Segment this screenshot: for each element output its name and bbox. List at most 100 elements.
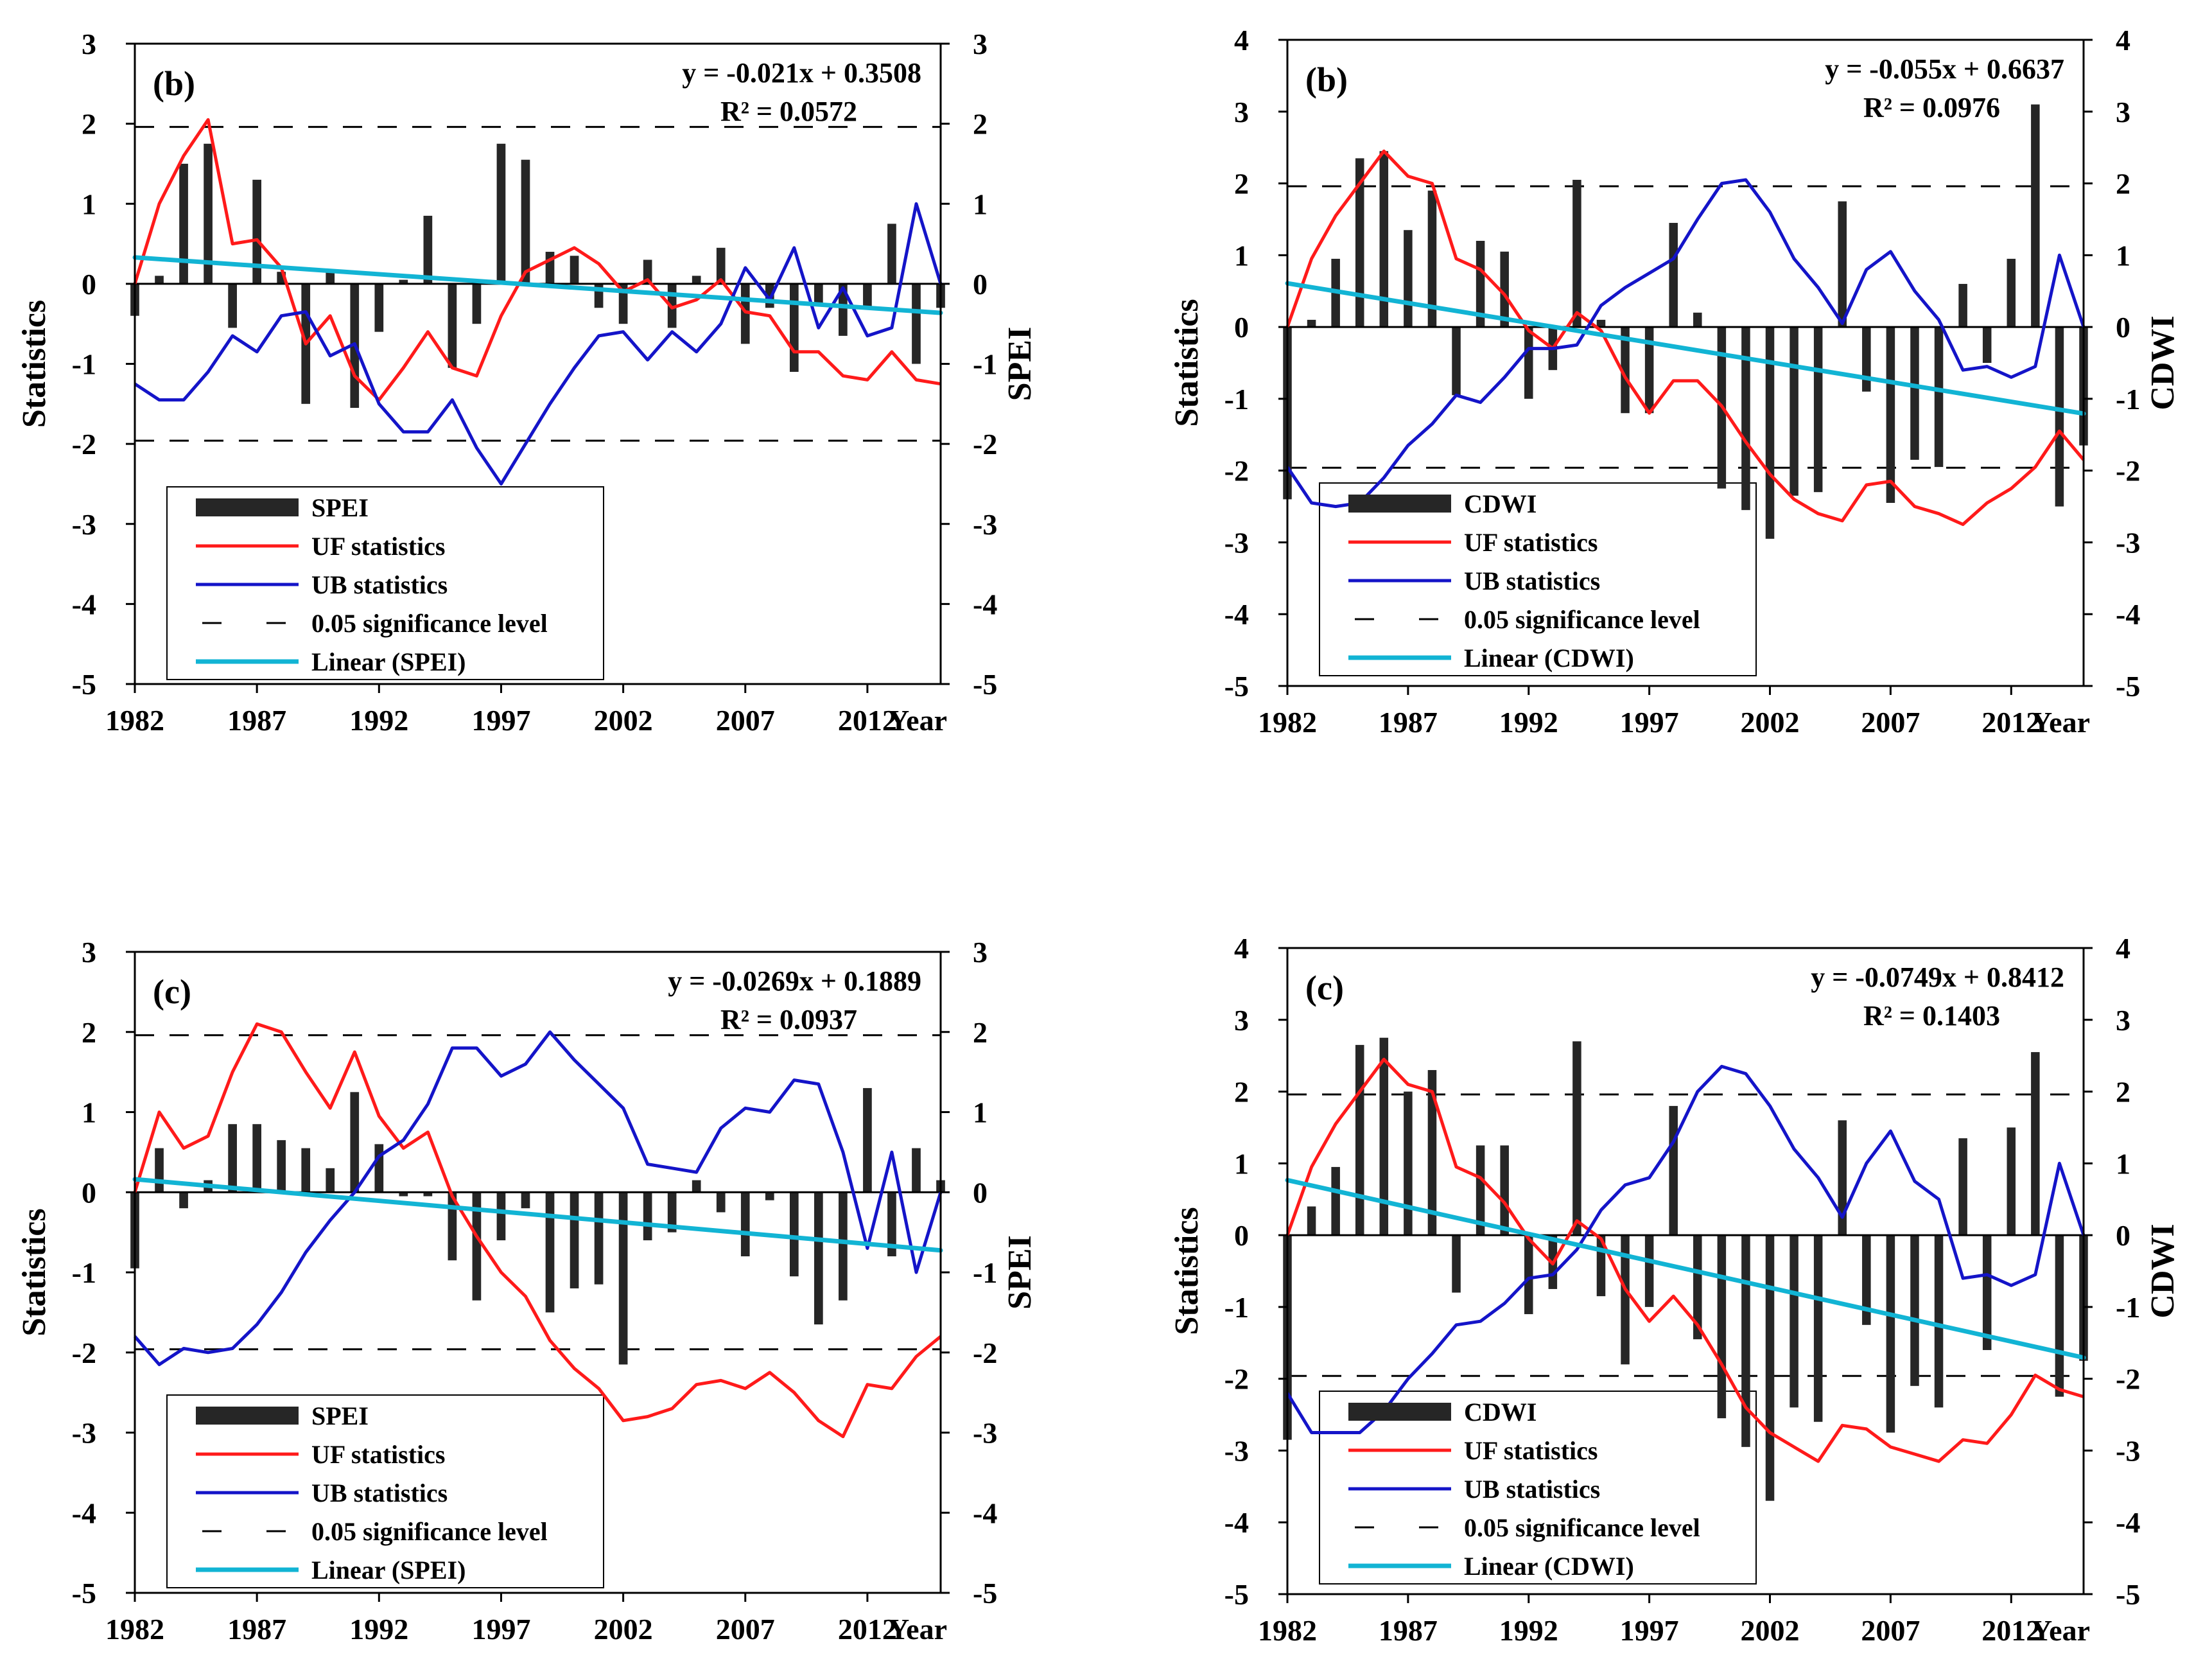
- x-tick-label: 2012: [838, 1613, 897, 1646]
- bar-1989: [1452, 1235, 1461, 1293]
- y-tick-label-left: -1: [72, 1256, 96, 1289]
- x-tick-label: 1982: [1258, 1614, 1317, 1647]
- bar-2013: [887, 1192, 896, 1257]
- panel-label: (c): [153, 972, 191, 1011]
- y-tick-label-right: 4: [2116, 24, 2130, 57]
- bar-2005: [1838, 1120, 1847, 1236]
- y-tick-label-left: -5: [72, 668, 96, 701]
- y-tick-label-right: 2: [973, 108, 988, 141]
- y-tick-label-left: 2: [1234, 168, 1249, 200]
- legend-label: UF statistics: [1464, 528, 1598, 557]
- x-tick-label: 1982: [105, 704, 164, 737]
- bar-1992: [1524, 327, 1533, 399]
- bar-2014: [2055, 1235, 2064, 1397]
- bar-2005: [692, 1180, 701, 1193]
- y-tick-label-left: -2: [1224, 1363, 1249, 1396]
- bar-1991: [1500, 1145, 1509, 1236]
- uf-line: [1285, 1057, 2084, 1463]
- y-tick-label-right: -1: [973, 1256, 997, 1289]
- bar-2004: [667, 1192, 677, 1233]
- y-tick-label-right: -4: [2116, 1506, 2140, 1539]
- x-tick-label: 2007: [1861, 706, 1920, 739]
- legend-label: UF statistics: [311, 1440, 445, 1469]
- legend-swatch-bars: [196, 498, 299, 516]
- bar-2007: [1886, 1235, 1895, 1433]
- bar-2006: [1862, 327, 1871, 392]
- y-tick-label-left: 0: [1234, 1219, 1249, 1252]
- y-tick-label-right: -2: [2116, 455, 2140, 487]
- y-tick-label-left: 0: [82, 1176, 96, 1209]
- y-tick-label-left: 0: [82, 268, 96, 301]
- y-tick-label-right: 0: [973, 1176, 988, 1209]
- x-tick-label: 2012: [1981, 706, 2041, 739]
- y-tick-label-left: 3: [1234, 96, 1249, 128]
- x-tick-label: 1997: [471, 704, 530, 737]
- legend-label: UB statistics: [1464, 566, 1600, 595]
- linear-trend-line: [132, 255, 943, 315]
- y-tick-label-left: 2: [82, 1016, 96, 1049]
- y-tick-label-right: 1: [973, 188, 988, 220]
- bar-1993: [399, 1192, 408, 1197]
- y-tick-label-right: -2: [973, 428, 997, 461]
- y-tick-label-left: -4: [72, 588, 96, 620]
- y-tick-label-left: 3: [1234, 1004, 1249, 1037]
- x-axis-label: Year: [888, 704, 947, 737]
- y-axis-title-left: Statistics: [1169, 1207, 1205, 1335]
- y-tick-label-right: 0: [2116, 311, 2130, 344]
- bar-2013: [2031, 104, 2040, 328]
- ub-line: [1285, 1064, 2086, 1434]
- y-tick-label-left: -2: [72, 428, 96, 461]
- y-tick-label-left: 1: [82, 1096, 96, 1129]
- bar-2011: [839, 1192, 848, 1301]
- legend-swatch-bars: [196, 1407, 299, 1425]
- bar-1996: [1621, 1235, 1630, 1365]
- x-tick-label: 1982: [1258, 706, 1317, 739]
- bar-2001: [594, 1192, 604, 1285]
- bar-2014: [912, 1148, 921, 1193]
- y-tick-label-right: 0: [2116, 1219, 2130, 1252]
- y-tick-label-left: -1: [1224, 1291, 1249, 1324]
- bar-2002: [1765, 327, 1775, 539]
- bar-2012: [863, 283, 872, 308]
- y-tick-label-right: -2: [973, 1337, 997, 1369]
- bar-2007: [1886, 327, 1895, 503]
- y-tick-label-right: -3: [973, 508, 997, 541]
- uf-line: [133, 118, 941, 402]
- bar-1993: [399, 279, 408, 284]
- y-tick-label-left: -4: [1224, 598, 1249, 631]
- x-tick-label: 1997: [1620, 706, 1679, 739]
- legend-label: CDWI: [1464, 489, 1537, 518]
- x-tick-label: 2007: [716, 1613, 775, 1646]
- bar-1988: [1427, 190, 1437, 328]
- y-tick-label-right: -5: [973, 668, 997, 701]
- bar-1998: [1669, 1105, 1678, 1236]
- y-tick-label-right: 0: [973, 268, 988, 301]
- legend-label: UF statistics: [311, 532, 445, 561]
- x-tick-label: 1992: [349, 1613, 408, 1646]
- bar-2007: [740, 1192, 750, 1257]
- legend-label: SPEI: [311, 1401, 369, 1430]
- bar-2011: [1982, 327, 1992, 363]
- x-tick-label: 1987: [1379, 706, 1438, 739]
- bar-2003: [643, 1192, 652, 1241]
- bar-1983: [1307, 1206, 1316, 1236]
- y-tick-label-right: -3: [973, 1417, 997, 1450]
- panel-1: 3 3 2 2 1 1 0 0 -1 -1 -2 -2 -3 -3 -4 -4 -5 -5 1982 1987 1992…: [16, 28, 1038, 737]
- y-tick-label-left: 4: [1234, 932, 1249, 965]
- y-tick-label-left: 2: [1234, 1076, 1249, 1109]
- bar-2002: [1765, 1235, 1775, 1501]
- bar-2010: [1958, 1138, 1967, 1236]
- bar-1990: [326, 1168, 335, 1193]
- bar-2009: [1934, 327, 1944, 468]
- bar-2014: [912, 283, 921, 364]
- bar-2010: [814, 283, 823, 304]
- bar-1992: [1524, 1235, 1533, 1315]
- bar-2003: [643, 259, 652, 284]
- bar-2008: [765, 1192, 774, 1200]
- bar-1983: [155, 276, 164, 284]
- bar-1985: [204, 143, 213, 284]
- bar-1999: [545, 1192, 555, 1313]
- x-tick-label: 2002: [1741, 706, 1800, 739]
- legend-label: 0.05 significance level: [311, 609, 548, 638]
- y-axis-title-right: SPEI: [1002, 1235, 1038, 1310]
